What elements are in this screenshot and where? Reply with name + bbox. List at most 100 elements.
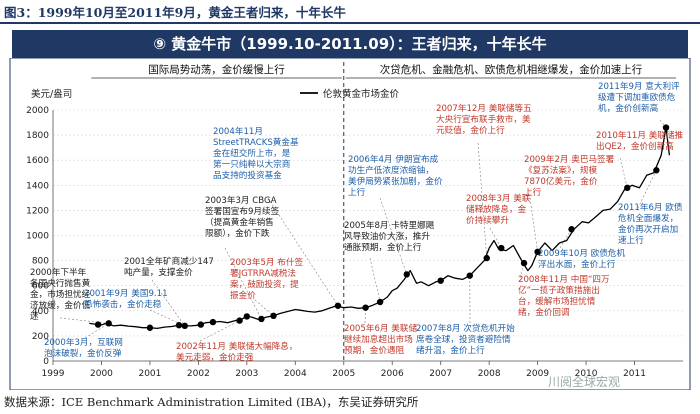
- annotation-a13-line-1: 大央行宣布联手救市，美: [436, 113, 531, 125]
- x-tick-label-2004: 2004: [284, 369, 307, 379]
- y-tick-label-200: 200: [32, 332, 49, 342]
- event-marker-4: [181, 322, 189, 330]
- event-marker-5: [197, 321, 205, 328]
- annotation-a1-line-0: 2004年11月: [213, 125, 263, 137]
- annotation-a2-line-1: 签署国宣布9月续签: [205, 205, 280, 217]
- event-marker-16: [466, 272, 473, 279]
- annotation-a19-line-1: 出QE2，金价创新高: [596, 140, 674, 152]
- annotation-leader-a20: [637, 170, 657, 209]
- annotation-a14-line-0: 2008年3月 美联: [466, 192, 531, 204]
- banner-title: ⑨ 黄金牛市（1999.10-2011.09）：王者归来，十年长牛: [12, 30, 688, 58]
- annotation-leader-a9: [379, 197, 408, 275]
- annotation-a15-line-3: 上行: [524, 186, 542, 198]
- annotation-a18-line-2: 机，金价创新高: [598, 102, 659, 114]
- annotation-a14-line-2: 价持续攀升: [466, 214, 509, 226]
- annotation-a3-line-0: 2001全年矿商减少147: [124, 255, 214, 267]
- x-tick-label-2010: 2010: [575, 369, 598, 379]
- phase-label-1: 次贷危机、金融危机、欧债危机相继爆发，金价加速上行: [380, 63, 643, 76]
- x-tick-label-2002: 2002: [187, 369, 210, 379]
- event-marker-24: [662, 124, 670, 131]
- annotation-leader-a19: [619, 157, 628, 188]
- annotation-a10-line-1: 风导致油价大涨，推升: [344, 230, 430, 242]
- x-tick-label-2005: 2005: [332, 369, 355, 379]
- annotation-a6-line-1: 恐怖袭击，金价走稳: [84, 298, 162, 310]
- event-marker-22: [624, 184, 631, 192]
- annotation-layer: 2004年11月StreetTRACKS黄金基金在纽交所上市，是第一只纯粹以大宗…: [30, 80, 684, 363]
- event-marker-17: [483, 254, 490, 262]
- event-marker-10: [270, 312, 277, 320]
- annotation-leader-a10: [369, 257, 381, 303]
- annotation-a4-line-0: 2003年5月 布什签: [230, 256, 303, 268]
- annotation-leader-a3: [151, 279, 186, 327]
- annotation-leader-a13: [477, 142, 488, 259]
- x-tick-label-2006: 2006: [381, 369, 404, 379]
- annotation-a20-line-0: 2011年6月 欧债: [618, 201, 683, 213]
- annotation-a12-line-0: 2007年8月 次贷危机开始: [416, 322, 515, 334]
- event-marker-8: [243, 313, 251, 320]
- annotation-leader-a7: [84, 323, 109, 339]
- annotation-a16-line-2: 台，缓解市场担忧情: [518, 295, 596, 307]
- annotation-a5-line-1: 各国央行抛售黄: [30, 277, 91, 289]
- legend: 伦敦黄金市场金价: [300, 88, 400, 100]
- event-marker-14: [403, 271, 410, 278]
- y-tick-label-600: 600: [32, 282, 49, 292]
- annotation-a7-line-0: 2000年3月，互联网: [44, 336, 123, 348]
- annotation-a18-line-0: 2011年9月 意大利评: [598, 80, 680, 92]
- annotation-a20-line-2: 金价再次开启加: [618, 223, 678, 235]
- annotation-a5-line-3: 济放缓，金价低: [30, 299, 91, 311]
- annotation-a15-line-2: 7870亿美元，金价: [524, 175, 598, 187]
- event-marker-0: [94, 321, 102, 328]
- annotation-a3-line-1: 吨产量，支撑金价: [124, 266, 193, 278]
- event-marker-1: [105, 320, 112, 327]
- annotation-a7-line-1: 泡沫破裂，金价反弹: [44, 347, 122, 359]
- x-tick-label-2007: 2007: [429, 369, 452, 379]
- annotation-a15-line-1: 《复苏法案》，规模: [524, 164, 597, 176]
- annotation-a11-line-0: 2005年6月 美联储: [344, 322, 417, 334]
- annotation-a9-line-1: 功生产低浓度浓缩铀，: [348, 164, 434, 176]
- annotation-a11-line-1: 继续加息超出市场: [344, 333, 413, 345]
- annotation-a1-line-2: 金在纽交所上市，是: [213, 147, 291, 159]
- annotation-a14-line-1: 储释放降息，金: [466, 203, 527, 215]
- x-tick-label-2003: 2003: [235, 369, 258, 379]
- annotation-a16-line-3: 绪，金价回调: [518, 306, 570, 318]
- annotation-leader-a5: [59, 317, 109, 324]
- event-marker-9: [258, 315, 265, 323]
- annotation-leader-a8: [199, 320, 240, 342]
- annotation-a13-line-0: 2007年12月 美联储等五: [436, 102, 532, 114]
- legend-label: 伦敦黄金市场金价: [323, 88, 400, 100]
- annotation-a5-line-0: 2000年下半年: [30, 266, 87, 278]
- annotation-a13-line-2: 元贬值，金价上行: [436, 124, 505, 136]
- annotation-a8-line-0: 2002年11月 美联储大幅降息，: [176, 340, 297, 352]
- event-marker-6: [209, 318, 217, 326]
- marker-layer: [94, 124, 670, 331]
- x-tick-label-2001: 2001: [138, 369, 161, 379]
- annotation-a9-line-3: 上行: [348, 186, 366, 198]
- annotation-a8-line-1: 美元走弱，金价走强: [176, 351, 254, 363]
- annotation-a10-line-2: 通胀预期，金价上行: [344, 241, 422, 253]
- event-marker-20: [534, 248, 541, 256]
- y-tick-label-1600: 1600: [26, 156, 49, 166]
- axis-layer: 0 200 400 600 800 1000 1200 1400 1600 1800 2000 199…: [26, 106, 683, 379]
- chart-frame: [9, 58, 691, 390]
- y-tick-label-1200: 1200: [26, 206, 49, 216]
- annotation-a17-line-0: 2009年10月 欧债危机: [538, 247, 626, 259]
- y-tick-label-1000: 1000: [26, 232, 49, 242]
- event-marker-21: [568, 226, 575, 233]
- annotation-a1-line-4: 品支持的投资基金: [213, 169, 282, 181]
- annotation-a1-line-1: StreetTRACKS黄金基: [213, 136, 299, 148]
- annotation-a9-line-2: 美伊局势紧张加剧，金价: [348, 175, 443, 187]
- annotation-a15-line-0: 2009年2月 奥巴马签署: [524, 153, 615, 165]
- event-marker-7: [236, 317, 243, 324]
- event-marker-3: [175, 322, 183, 329]
- annotation-a5-line-2: 金，市场担忧经: [30, 288, 91, 300]
- annotation-a17-line-1: 浮出水面，金价上行: [538, 258, 616, 270]
- x-tick-label-2009: 2009: [526, 369, 549, 379]
- x-tick-label-2008: 2008: [478, 369, 501, 379]
- annotation-leader-a1: [267, 197, 339, 306]
- annotation-a9-line-0: 2006年4月 伊朗宣布成: [348, 153, 439, 165]
- title-rule: [0, 22, 700, 24]
- annotation-a11-line-2: 预期，金价遇阻: [344, 344, 405, 356]
- y-tick-label-1400: 1400: [26, 181, 49, 191]
- watermark: 川阅全球宏观: [548, 375, 621, 389]
- x-tick-label-1999: 1999: [42, 369, 65, 379]
